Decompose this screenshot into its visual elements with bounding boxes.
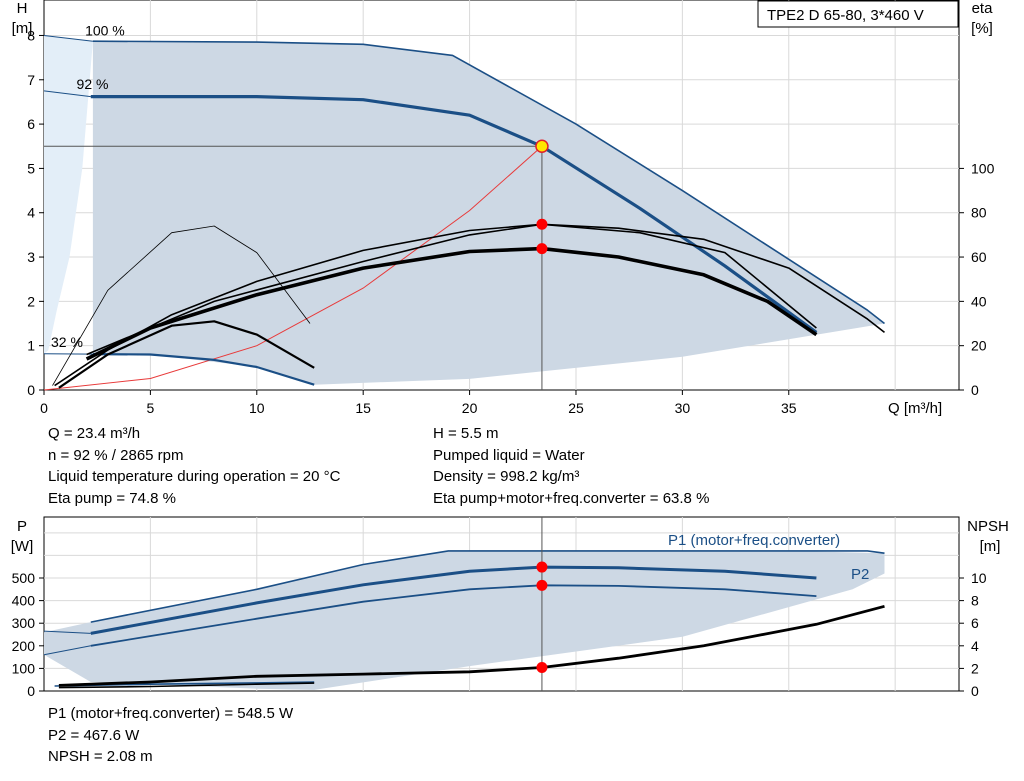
- y-tick-label: 500: [12, 570, 36, 586]
- x-axis-label: Q [m³/h]: [888, 400, 942, 417]
- y-tick-label: 400: [12, 593, 36, 609]
- power-info: P1 (motor+freq.converter) = 548.5 W P2 =…: [48, 703, 293, 768]
- density-readout: Density = 998.2 kg/m³: [433, 466, 709, 488]
- y2-tick-label: 80: [971, 205, 987, 221]
- npsh-readout: NPSH = 2.08 m: [48, 746, 293, 768]
- speed-label: 32 %: [51, 334, 83, 350]
- x-tick-label: 15: [355, 400, 371, 416]
- y-tick-label: 4: [27, 205, 35, 221]
- duty-point-marker: [536, 140, 548, 152]
- y-axis-unit: [m]: [12, 20, 33, 37]
- y2-tick-label: 40: [971, 293, 987, 309]
- y-tick-label: 200: [12, 638, 36, 654]
- flow-readout: Q = 23.4 m³/h: [48, 423, 340, 445]
- y-tick-label: 2: [27, 293, 35, 309]
- eta-pump-readout: Eta pump = 74.8 %: [48, 488, 340, 510]
- y-tick-label: 7: [27, 72, 35, 88]
- x-tick-label: 20: [462, 400, 478, 416]
- npsh-duty-marker: [536, 662, 547, 673]
- head-curve-plot: 100 % 92 % 32 % 0 5 10 15 20 25 30 35 0 1 2 3 4 5 6 7 80 20 4…: [12, 0, 995, 417]
- y2-axis-label: eta: [972, 0, 994, 17]
- y2-axis-unit: [%]: [971, 20, 993, 37]
- speed-label: 100 %: [85, 23, 125, 39]
- x-tick-label: 5: [146, 400, 154, 416]
- eta-total-readout: Eta pump+motor+freq.converter = 63.8 %: [433, 488, 709, 510]
- y2-tick-label: 100: [971, 160, 995, 176]
- y2-axis-label: NPSH: [967, 518, 1009, 535]
- y2-tick-label: 0: [971, 683, 979, 699]
- y-axis-label: P: [17, 518, 27, 535]
- y2-tick-label: 0: [971, 382, 979, 398]
- y-tick-label: 100: [12, 660, 36, 676]
- y-tick-label: 0: [27, 683, 35, 699]
- y-tick-label: 300: [12, 615, 36, 631]
- y2-axis-unit: [m]: [980, 538, 1001, 555]
- duty-info-right: H = 5.5 m Pumped liquid = Water Density …: [433, 423, 709, 509]
- p1-legend-label: P1 (motor+freq.converter): [668, 532, 840, 549]
- p2-readout: P2 = 467.6 W: [48, 725, 293, 747]
- y-tick-label: 1: [27, 338, 35, 354]
- duty-info-left: Q = 23.4 m³/h n = 92 % / 2865 rpm Liquid…: [48, 423, 340, 509]
- x-tick-label: 35: [781, 400, 797, 416]
- y2-tick-label: 4: [971, 638, 979, 654]
- x-tick-label: 25: [568, 400, 584, 416]
- y2-tick-label: 20: [971, 338, 987, 354]
- x-tick-label: 10: [249, 400, 265, 416]
- y2-tick-label: 10: [971, 570, 987, 586]
- temperature-readout: Liquid temperature during operation = 20…: [48, 466, 340, 488]
- p2-legend-label: P2: [851, 566, 869, 583]
- y-tick-label: 0: [27, 382, 35, 398]
- eta-total-marker: [536, 243, 547, 254]
- p2-duty-marker: [536, 580, 547, 591]
- y-axis-unit: [W]: [11, 538, 34, 555]
- y2-tick-label: 6: [971, 615, 979, 631]
- y2-tick-label: 2: [971, 660, 979, 676]
- chart-title: TPE2 D 65-80, 3*460 V: [767, 7, 924, 24]
- y-tick-label: 3: [27, 249, 35, 265]
- y-axis-label: H: [17, 0, 28, 17]
- x-tick-label: 30: [675, 400, 691, 416]
- speed-label: 92 %: [77, 76, 109, 92]
- p1-duty-marker: [536, 562, 547, 573]
- speed-readout: n = 92 % / 2865 rpm: [48, 445, 340, 467]
- power-npsh-plot: P1 (motor+freq.converter)P20100200300400…: [11, 517, 1009, 699]
- p1-readout: P1 (motor+freq.converter) = 548.5 W: [48, 703, 293, 725]
- y2-tick-label: 8: [971, 593, 979, 609]
- y2-tick-label: 60: [971, 249, 987, 265]
- eta-pump-marker: [536, 219, 547, 230]
- y-tick-label: 5: [27, 160, 35, 176]
- liquid-readout: Pumped liquid = Water: [433, 445, 709, 467]
- head-readout: H = 5.5 m: [433, 423, 709, 445]
- y-tick-label: 6: [27, 116, 35, 132]
- x-tick-label: 0: [40, 400, 48, 416]
